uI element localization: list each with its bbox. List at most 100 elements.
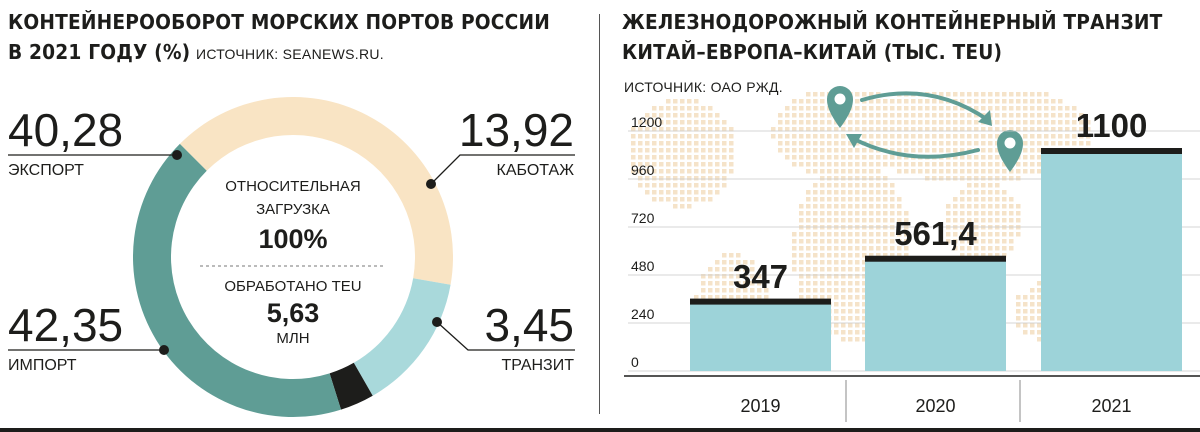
- map-dot: [981, 176, 986, 181]
- map-dot: [1009, 232, 1014, 237]
- load-value: 100%: [258, 224, 328, 254]
- map-dot: [883, 218, 888, 223]
- map-dot: [701, 162, 706, 167]
- map-dot: [813, 197, 818, 202]
- map-dot: [652, 176, 657, 181]
- map-dot: [995, 113, 1000, 118]
- bar-value-label: 1100: [1075, 107, 1148, 144]
- map-dot: [974, 211, 979, 216]
- map-dot: [1058, 106, 1063, 111]
- transit-label: ТРАНЗИТ: [501, 357, 574, 374]
- map-dot: [708, 183, 713, 188]
- map-dot: [806, 190, 811, 195]
- map-dot: [1044, 99, 1049, 104]
- map-dot: [925, 134, 930, 139]
- map-dot: [1016, 218, 1021, 223]
- map-dot: [820, 120, 825, 125]
- map-dot: [876, 134, 881, 139]
- cabotage-leader-dot: [426, 179, 436, 189]
- map-dot: [1037, 330, 1042, 335]
- map-dot: [939, 162, 944, 167]
- map-dot: [1044, 127, 1049, 132]
- map-dot: [785, 127, 790, 132]
- map-dot: [876, 176, 881, 181]
- map-dot: [638, 176, 643, 181]
- map-dot: [673, 134, 678, 139]
- map-dot: [1002, 190, 1007, 195]
- map-dot: [1079, 113, 1084, 118]
- map-dot: [680, 134, 685, 139]
- map-dot: [1009, 99, 1014, 104]
- map-dot: [1023, 323, 1028, 328]
- map-dot: [722, 260, 727, 265]
- map-dot: [638, 134, 643, 139]
- map-dot: [827, 134, 832, 139]
- map-dot: [1016, 176, 1021, 181]
- map-dot: [876, 190, 881, 195]
- map-dot: [1030, 288, 1035, 293]
- map-dot: [841, 183, 846, 188]
- map-dot: [722, 134, 727, 139]
- map-dot: [792, 155, 797, 160]
- map-dot: [708, 141, 713, 146]
- map-dot: [1037, 302, 1042, 307]
- map-dot: [778, 113, 783, 118]
- map-dot: [771, 134, 776, 139]
- map-dot: [785, 120, 790, 125]
- map-dot: [820, 183, 825, 188]
- map-dot: [820, 288, 825, 293]
- map-dot: [827, 253, 832, 258]
- map-dot: [645, 176, 650, 181]
- map-dot: [890, 141, 895, 146]
- map-dot: [855, 162, 860, 167]
- map-dot: [834, 281, 839, 286]
- map-dot: [918, 113, 923, 118]
- map-dot: [687, 141, 692, 146]
- map-dot: [792, 239, 797, 244]
- map-dot: [799, 288, 804, 293]
- map-dot: [652, 162, 657, 167]
- map-dot: [834, 288, 839, 293]
- map-dot: [876, 120, 881, 125]
- map-dot: [673, 169, 678, 174]
- map-dot: [1086, 120, 1091, 125]
- map-dot: [862, 148, 867, 153]
- map-dot: [806, 204, 811, 209]
- map-dot: [785, 106, 790, 111]
- panel-separator: [599, 14, 600, 414]
- export-value: 40,28: [8, 104, 124, 156]
- map-dot: [862, 183, 867, 188]
- map-dot: [876, 183, 881, 188]
- map-dot: [995, 239, 1000, 244]
- map-dot: [1037, 169, 1042, 174]
- map-dot: [855, 120, 860, 125]
- map-dot: [736, 295, 741, 300]
- map-dot: [897, 120, 902, 125]
- map-dot: [687, 120, 692, 125]
- cabotage-value: 13,92: [458, 104, 574, 156]
- map-dot: [708, 281, 713, 286]
- map-dot: [813, 246, 818, 251]
- map-dot: [1030, 323, 1035, 328]
- map-dot: [974, 106, 979, 111]
- map-dot: [932, 169, 937, 174]
- map-dot: [813, 162, 818, 167]
- map-dot: [1058, 127, 1063, 132]
- map-dot: [981, 232, 986, 237]
- map-dot: [890, 134, 895, 139]
- map-dot: [855, 246, 860, 251]
- map-dot: [1065, 127, 1070, 132]
- map-dot: [708, 295, 713, 300]
- map-dot: [897, 113, 902, 118]
- map-dot: [820, 260, 825, 265]
- map-dot: [1058, 120, 1063, 125]
- map-dot: [960, 141, 965, 146]
- donut-slice-export: [179, 96, 453, 285]
- map-dot: [876, 106, 881, 111]
- map-dot: [974, 134, 979, 139]
- map-dot: [918, 162, 923, 167]
- map-dot: [960, 134, 965, 139]
- map-dot: [841, 288, 846, 293]
- map-dot: [722, 148, 727, 153]
- map-dot: [1009, 92, 1014, 97]
